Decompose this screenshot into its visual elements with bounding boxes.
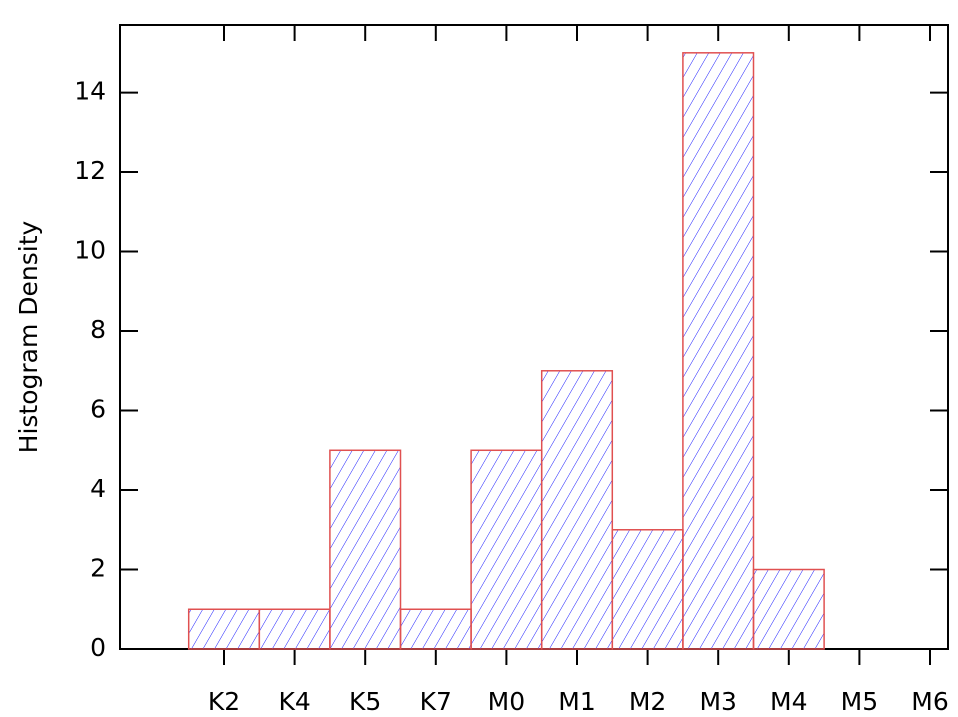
x-tick-label: M3 [699, 687, 736, 716]
x-tick-label: M0 [488, 687, 525, 716]
y-tick-label: 0 [90, 633, 106, 662]
y-axis-label: Histogram Density [14, 220, 43, 453]
bar [258, 608, 331, 650]
x-tick-label: K2 [208, 687, 240, 716]
bar [611, 529, 684, 650]
bar [540, 370, 614, 650]
bar [399, 608, 472, 650]
bar [682, 52, 755, 650]
x-tick-label: M6 [911, 687, 948, 716]
bar [470, 449, 543, 650]
y-tick-label: 2 [90, 554, 106, 583]
x-tick-label: K7 [420, 687, 452, 716]
x-tick-label: M1 [558, 687, 595, 716]
y-tick-label: 12 [74, 156, 106, 185]
y-tick-label: 4 [90, 474, 106, 503]
y-tick-label: 14 [74, 77, 106, 106]
y-tick-label: 8 [90, 315, 106, 344]
x-tick-label: K5 [349, 687, 381, 716]
x-tick-label: M4 [770, 687, 807, 716]
x-tick-label: K4 [278, 687, 310, 716]
y-tick-label: 6 [90, 395, 106, 424]
bar [329, 449, 402, 650]
bar [187, 608, 261, 650]
x-tick-label: M2 [629, 687, 666, 716]
x-tick-label: M5 [841, 687, 878, 716]
bar [752, 568, 825, 650]
y-tick-label: 10 [74, 236, 106, 265]
